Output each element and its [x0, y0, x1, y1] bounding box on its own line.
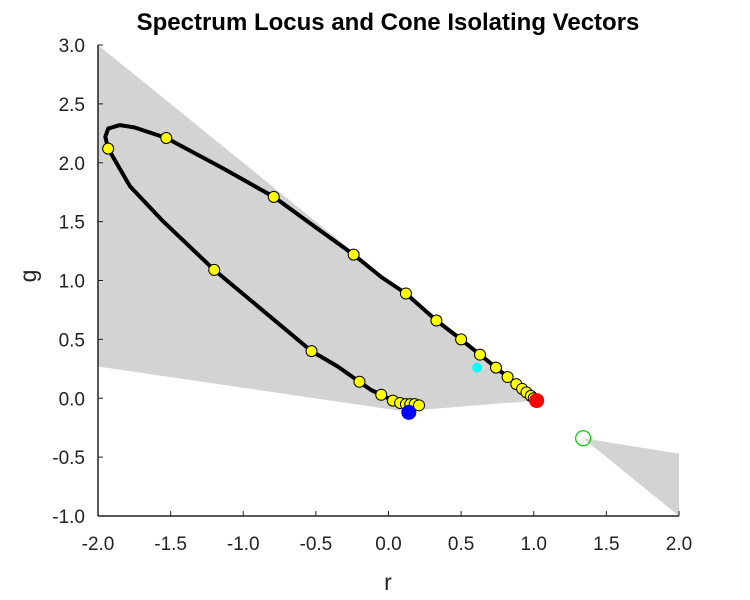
y-axis-label: g: [15, 270, 41, 283]
y-tick-label: -0.5: [52, 448, 85, 469]
x-tick-label: -2.0: [82, 534, 115, 555]
sample-point: [208, 263, 221, 276]
y-tick-label: 0.0: [59, 389, 85, 410]
y-tick-label: 0.5: [59, 330, 85, 351]
y-tick-label: -1.0: [52, 507, 85, 528]
sample-point: [430, 314, 443, 327]
sample-point: [305, 345, 318, 358]
y-tick-label: 1.5: [59, 213, 85, 234]
sample-point: [413, 399, 426, 412]
y-tick-label: 2.5: [59, 95, 85, 116]
y-tick-label: 1.0: [59, 272, 85, 293]
sample-point: [501, 371, 514, 384]
x-axis-label: r: [384, 569, 392, 595]
vector-point: [529, 393, 545, 409]
x-tick-label: 0.0: [375, 534, 401, 555]
x-tick-label: -1.0: [227, 534, 260, 555]
sample-point: [375, 388, 388, 401]
vector-point-small: [472, 362, 483, 373]
x-tick-label: 1.0: [521, 534, 547, 555]
sample-point: [474, 348, 487, 361]
x-tick-label: 1.5: [593, 534, 619, 555]
x-tick-label: 0.5: [448, 534, 474, 555]
sample-point: [160, 132, 173, 145]
sample-point: [102, 142, 115, 155]
sample-point: [399, 287, 412, 300]
sample-point: [455, 333, 468, 346]
vector-point: [401, 404, 417, 420]
x-tick-label: -1.5: [154, 534, 187, 555]
y-tick-label: 2.0: [59, 154, 85, 175]
cone-isolating-vectors: [401, 362, 592, 447]
sample-point: [353, 375, 366, 388]
x-tick-label: -0.5: [300, 534, 333, 555]
sample-point: [489, 361, 502, 374]
x-ticks: -2.0 -1.5 -1.0 -0.5 0.0 0.5 1.0 1.5 2.0: [82, 511, 692, 555]
chart-title: Spectrum Locus and Cone Isolating Vector…: [137, 9, 640, 36]
sample-point: [347, 248, 360, 261]
sample-point: [267, 190, 280, 203]
y-tick-label: 3.0: [59, 36, 85, 57]
x-tick-label: 2.0: [666, 534, 692, 555]
shaded-region-lower: [583, 438, 679, 516]
vector-point-hollow: [575, 430, 592, 447]
y-ticks: 3.0 2.5 2.0 1.5 1.0 0.5 0.0 -0.5 -1.0: [52, 36, 103, 528]
